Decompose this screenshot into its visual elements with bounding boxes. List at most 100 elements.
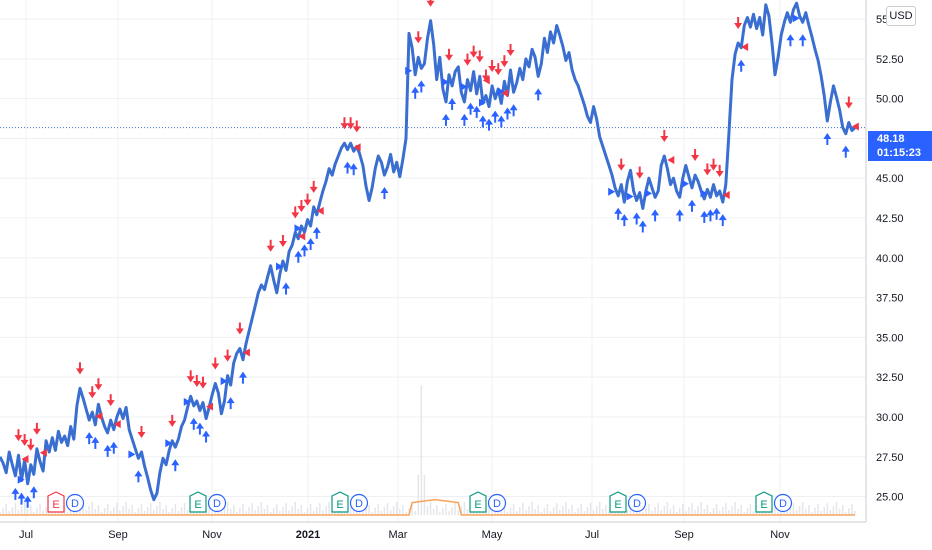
- sell-arrow-icon: [186, 370, 195, 383]
- buy-arrow-head: [737, 59, 746, 66]
- buy-arrow-head: [466, 102, 475, 109]
- buy-arrow-head: [675, 209, 684, 216]
- earnings-badge: [755, 491, 773, 513]
- sell-arrow-head: [20, 439, 29, 446]
- buy-triangle-icon: [608, 187, 616, 196]
- x-tick-label: Jul: [585, 529, 599, 541]
- sell-arrow-head: [844, 102, 853, 109]
- buy-arrow-head: [687, 199, 696, 206]
- buy-triangle-icon: [479, 98, 487, 107]
- sell-arrow-icon: [26, 438, 35, 451]
- sell-arrow-icon: [223, 349, 232, 362]
- sell-arrow-head: [691, 155, 700, 162]
- buy-arrow-icon: [103, 444, 112, 457]
- signal-markers: [11, 0, 859, 508]
- dividend-label: D: [355, 498, 363, 510]
- buy-arrow-icon: [706, 209, 715, 222]
- sell-arrow-icon: [346, 117, 355, 130]
- sell-arrow-head: [88, 392, 97, 399]
- buy-arrow-icon: [17, 492, 26, 505]
- dividend-marker[interactable]: D: [65, 493, 85, 513]
- dividend-marker[interactable]: D: [207, 493, 227, 513]
- buy-arrow-head: [620, 214, 629, 221]
- buy-arrow-head: [300, 244, 309, 251]
- sell-arrow-head: [463, 59, 472, 66]
- x-tick-label: Sep: [674, 529, 694, 541]
- sell-arrow-icon: [691, 149, 700, 162]
- sell-arrow-icon: [703, 163, 712, 176]
- sell-arrow-icon: [168, 414, 177, 427]
- sell-arrow-head: [106, 400, 115, 407]
- buy-arrow-head: [312, 226, 321, 233]
- buy-arrow-head: [718, 214, 727, 221]
- sell-arrow-head: [75, 368, 84, 375]
- buy-arrow-icon: [189, 417, 198, 430]
- y-tick-label: 35.00: [876, 332, 904, 344]
- sell-arrow-icon: [198, 376, 207, 389]
- buy-arrow-icon: [718, 214, 727, 227]
- buy-arrow-icon: [134, 470, 143, 483]
- sell-arrow-icon: [469, 45, 478, 58]
- sell-triangle-icon: [205, 402, 213, 411]
- dividend-label: D: [493, 498, 501, 510]
- sell-arrow-head: [475, 56, 484, 63]
- buy-arrow-icon: [411, 86, 420, 99]
- sell-arrow-head: [198, 382, 207, 389]
- sell-arrow-icon: [192, 375, 201, 388]
- buy-arrow-head: [614, 207, 623, 214]
- dividend-label: D: [779, 498, 787, 510]
- sell-arrow-icon: [463, 53, 472, 66]
- buy-arrow-head: [786, 34, 795, 41]
- sell-arrow-icon: [303, 193, 312, 206]
- dividend-marker[interactable]: D: [349, 493, 369, 513]
- sell-arrow-icon: [715, 164, 724, 177]
- earnings-marker[interactable]: E: [47, 491, 65, 513]
- buy-triangle-icon: [497, 87, 505, 96]
- x-tick-label: Nov: [202, 529, 222, 541]
- earnings-marker[interactable]: E: [331, 491, 349, 513]
- buy-triangle-icon: [294, 224, 302, 233]
- sell-arrow-icon: [426, 0, 435, 7]
- sell-arrow-icon: [488, 59, 497, 72]
- earnings-marker[interactable]: E: [755, 491, 773, 513]
- dividend-marker[interactable]: D: [627, 493, 647, 513]
- buy-arrow-head: [411, 86, 420, 93]
- y-tick-label: 32.50: [876, 372, 904, 384]
- buy-arrow-icon: [651, 209, 660, 222]
- sell-arrow-icon: [475, 50, 484, 63]
- sell-arrow-head: [506, 50, 515, 57]
- buy-arrow-head: [823, 132, 832, 139]
- buy-arrow-head: [226, 397, 235, 404]
- dividend-marker[interactable]: D: [773, 493, 793, 513]
- sell-arrow-head: [168, 420, 177, 427]
- dividend-label: D: [213, 498, 221, 510]
- buy-arrow-head: [478, 115, 487, 122]
- sell-arrow-head: [192, 381, 201, 388]
- buy-arrow-icon: [441, 113, 450, 126]
- buy-triangle-icon: [220, 377, 228, 386]
- buy-triangle-icon: [681, 179, 689, 188]
- price-line: [0, 1, 857, 502]
- earnings-marker[interactable]: E: [469, 491, 487, 513]
- y-tick-label: 40.00: [876, 253, 904, 265]
- buy-arrow-head: [343, 161, 352, 168]
- y-tick-label: 52.50: [876, 54, 904, 66]
- buy-arrow-icon: [91, 436, 100, 449]
- sell-triangle-icon: [21, 455, 29, 464]
- sell-arrow-head: [635, 172, 644, 179]
- earnings-marker[interactable]: E: [189, 491, 207, 513]
- sell-arrow-icon: [617, 158, 626, 171]
- buy-arrow-head: [282, 282, 291, 289]
- sell-arrow-head: [94, 384, 103, 391]
- sell-arrow-icon: [137, 425, 146, 438]
- dividend-marker[interactable]: D: [487, 493, 507, 513]
- dividend-badge: [627, 493, 647, 513]
- earnings-marker[interactable]: E: [609, 491, 627, 513]
- buy-triangle-icon: [626, 192, 634, 201]
- buy-arrow-head: [472, 105, 481, 112]
- sell-arrow-head: [660, 135, 669, 142]
- sell-arrow-head: [715, 170, 724, 177]
- currency-button[interactable]: USD: [886, 6, 916, 26]
